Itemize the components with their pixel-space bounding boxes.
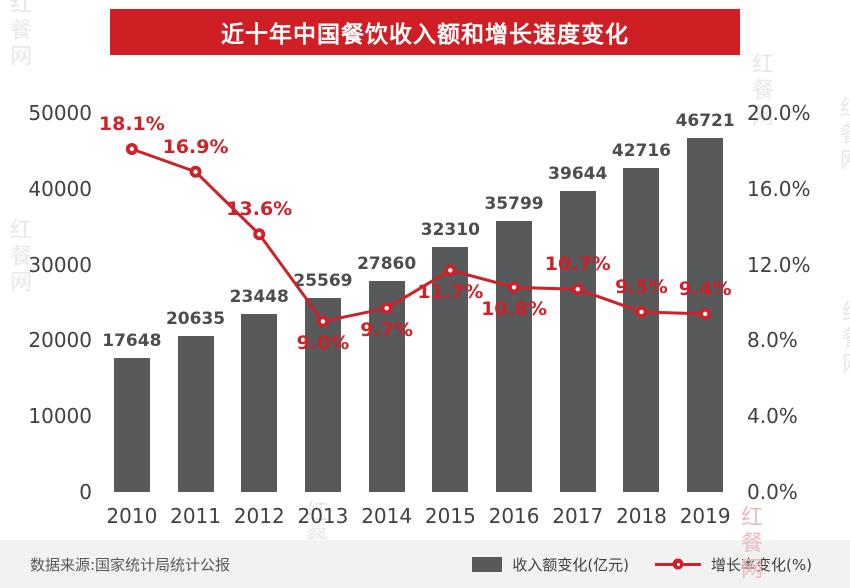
bar — [496, 220, 533, 492]
x-axis-label: 2018 — [615, 504, 667, 528]
growth-rate-label: 9.7% — [360, 319, 413, 342]
line-marker-center — [639, 309, 644, 315]
right-axis-tick: 16.0% — [747, 176, 811, 201]
left-axis-tick: 20000 — [28, 328, 92, 353]
x-axis-label: 2017 — [552, 504, 604, 528]
bar-value-label: 27860 — [357, 253, 417, 274]
watermark: 红餐网 — [737, 505, 762, 583]
line-marker-center — [511, 285, 517, 290]
x-axis-label: 2015 — [424, 504, 476, 528]
bar — [432, 247, 469, 492]
x-axis-label: 2016 — [488, 504, 540, 528]
x-axis-label: 2010 — [106, 504, 158, 528]
growth-rate-label: 13.6% — [226, 198, 293, 221]
line-marker-center — [320, 319, 326, 324]
bar-value-label: 39644 — [548, 164, 608, 185]
line-marker-center — [193, 169, 198, 174]
line-dot-icon — [672, 558, 684, 570]
chart-title-banner: 近十年中国餐饮收入额和增长速度变化 — [110, 9, 740, 55]
legend-item-growth: 增长率变化(%) — [655, 554, 812, 575]
left-axis-tick: 30000 — [28, 252, 92, 277]
x-axis-label: 2013 — [297, 504, 349, 528]
line-marker-center — [384, 305, 389, 311]
x-axis-label: 2011 — [170, 504, 221, 528]
line-marker-center — [448, 268, 453, 273]
x-axis-label: 2019 — [679, 504, 731, 528]
growth-rate-label: 9.4% — [678, 277, 732, 300]
x-axis-label: 2014 — [361, 504, 413, 528]
bar-value-label: 25569 — [293, 271, 353, 292]
growth-line-chart — [125, 143, 712, 328]
right-axis-tick: 20.0% — [747, 101, 811, 125]
watermark: 红餐网 — [6, 0, 31, 70]
line-marker-center — [575, 287, 580, 292]
legend: 收入额变化(亿元) 增长率变化(%) — [472, 540, 812, 588]
bar-value-label: 35799 — [484, 193, 544, 214]
growth-rate-label: 18.1% — [98, 113, 165, 135]
right-axis-tick: 4.0% — [747, 404, 798, 429]
growth-rate-label: 16.9% — [162, 135, 229, 158]
left-axis-tick: 10000 — [28, 404, 92, 429]
line-marker-center — [702, 311, 708, 317]
watermark: 红餐网 — [838, 300, 850, 378]
right-axis-tick: 8.0% — [747, 328, 798, 353]
watermark: 红餐网 — [836, 96, 850, 174]
bar-value-label: 23448 — [229, 287, 289, 308]
growth-rate-label: 10.8% — [481, 298, 547, 321]
left-axis-tick: 50000 — [28, 101, 92, 125]
watermark: 红餐网 — [748, 52, 773, 130]
chart-title: 近十年中国餐饮收入额和增长速度变化 — [221, 22, 629, 48]
bar-value-label: 46721 — [675, 110, 735, 131]
bar-swatch-icon — [472, 556, 503, 572]
bar-value-label: 17648 — [102, 331, 162, 352]
line-marker-center — [257, 232, 262, 237]
watermark: 红餐网 — [6, 218, 31, 296]
bar-value-label: 32310 — [420, 220, 480, 241]
left-axis-tick: 40000 — [28, 176, 92, 201]
bar — [304, 298, 341, 492]
bar-value-label: 20635 — [165, 308, 226, 329]
bar-value-label: 42716 — [611, 141, 672, 162]
data-source-note: 数据来源:国家统计局统计公报 — [30, 555, 231, 574]
growth-line — [131, 147, 706, 324]
bar — [623, 168, 660, 492]
right-axis-tick: 12.0% — [747, 252, 811, 277]
growth-rate-label: 9.5% — [615, 275, 668, 298]
legend-label-growth: 增长率变化(%) — [711, 555, 812, 574]
left-axis-tick: 0 — [79, 480, 92, 504]
bar — [241, 314, 278, 492]
footer: 数据来源:国家统计局统计公报 收入额变化(亿元) 增长率变化(%) — [0, 540, 850, 588]
line-marker-center — [129, 146, 135, 152]
growth-rate-label: 10.7% — [544, 253, 611, 276]
growth-rate-label: 9.0% — [296, 332, 350, 355]
right-axis-tick: 0.0% — [747, 480, 798, 504]
line-swatch-icon — [655, 558, 702, 570]
legend-item-revenue: 收入额变化(亿元) — [472, 554, 629, 575]
legend-label-revenue: 收入额变化(亿元) — [512, 555, 630, 574]
growth-rate-label: 11.7% — [417, 281, 484, 304]
bar — [368, 280, 405, 492]
bar — [177, 335, 214, 492]
bar — [559, 191, 596, 492]
bar — [113, 358, 150, 492]
x-axis-label: 2012 — [233, 504, 285, 528]
